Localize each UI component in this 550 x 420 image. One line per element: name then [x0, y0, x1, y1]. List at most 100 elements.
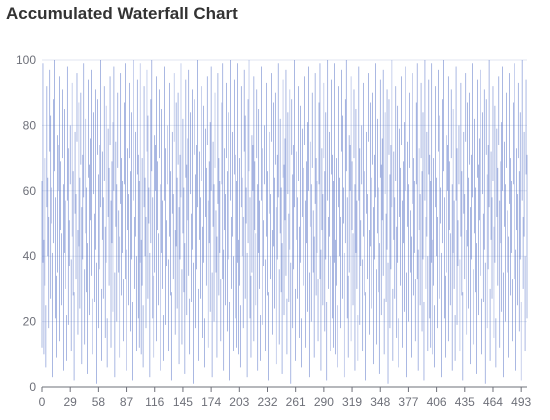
bar — [473, 269, 474, 345]
bar — [458, 125, 460, 185]
bar — [108, 167, 110, 286]
bar — [244, 115, 246, 299]
bar — [455, 66, 457, 201]
bar — [259, 200, 260, 289]
bar — [451, 184, 453, 371]
bar — [41, 180, 43, 348]
bar — [136, 79, 138, 175]
bar — [350, 76, 352, 342]
y-axis: 0 20 40 60 80 100 — [16, 53, 36, 394]
bar — [382, 69, 384, 276]
bar — [268, 292, 269, 381]
bar — [51, 187, 53, 224]
bar — [414, 279, 416, 342]
bar — [228, 112, 229, 260]
bar — [369, 230, 370, 335]
bar — [178, 207, 180, 365]
bar — [229, 301, 230, 381]
bar — [315, 158, 317, 296]
bar — [501, 122, 503, 312]
bar — [171, 131, 173, 214]
bar — [143, 86, 145, 208]
bar — [343, 252, 345, 378]
bar — [226, 82, 227, 159]
bar — [365, 292, 366, 381]
bar — [267, 171, 268, 296]
bar — [456, 148, 458, 325]
bar — [92, 298, 93, 355]
bar — [274, 92, 276, 165]
bar — [466, 230, 468, 335]
bar — [518, 171, 520, 332]
bar — [304, 76, 305, 146]
bar — [396, 226, 398, 338]
bar — [164, 66, 165, 201]
bar — [220, 279, 222, 342]
bar — [481, 298, 482, 355]
bar — [497, 167, 499, 286]
bar — [272, 230, 273, 335]
bar — [193, 262, 194, 384]
bar — [99, 145, 100, 270]
bar — [373, 207, 374, 365]
bar — [239, 158, 240, 286]
bar — [66, 66, 68, 201]
bar — [312, 210, 314, 273]
bar — [163, 315, 164, 361]
bar — [375, 63, 376, 198]
bar — [329, 131, 330, 237]
bar — [88, 79, 89, 178]
bar — [459, 259, 461, 352]
bar — [205, 128, 206, 217]
bar — [295, 288, 296, 361]
bar — [135, 256, 137, 352]
bar — [495, 318, 497, 368]
bar — [412, 73, 413, 204]
bar — [353, 89, 355, 159]
bar — [65, 200, 66, 289]
bar — [411, 236, 412, 358]
bar — [60, 161, 61, 231]
bar — [284, 138, 286, 221]
bar — [202, 226, 203, 338]
bar — [496, 128, 498, 217]
bar — [346, 197, 348, 319]
bar — [218, 158, 220, 296]
bar — [338, 86, 339, 208]
x-tick-label: 435 — [455, 395, 475, 409]
bar — [523, 131, 525, 237]
bar — [508, 236, 509, 358]
x-tick-label: 174 — [201, 395, 221, 409]
bar — [96, 262, 97, 384]
bar — [86, 187, 87, 293]
bar — [128, 194, 129, 306]
bar — [453, 200, 455, 289]
bar — [494, 105, 496, 263]
bar — [139, 63, 141, 263]
bar — [309, 141, 311, 227]
bar — [519, 112, 521, 260]
bar — [120, 73, 122, 204]
bar — [522, 216, 524, 289]
bar — [195, 174, 196, 329]
bar — [252, 145, 254, 191]
bar — [242, 216, 244, 329]
bar — [147, 115, 149, 299]
bar — [492, 86, 494, 181]
bar — [293, 145, 295, 270]
bar — [395, 86, 397, 181]
bar — [236, 180, 237, 348]
bar — [80, 92, 82, 165]
bar — [224, 148, 226, 231]
bar — [514, 63, 515, 280]
bar — [337, 305, 338, 368]
x-tick-label: 464 — [483, 395, 503, 409]
bar — [439, 115, 440, 299]
bar — [192, 89, 193, 250]
bar — [341, 69, 342, 152]
y-tick-label: 40 — [23, 249, 37, 263]
bar — [294, 60, 295, 208]
bar — [210, 66, 212, 191]
bar — [333, 180, 334, 348]
bar — [57, 135, 58, 273]
